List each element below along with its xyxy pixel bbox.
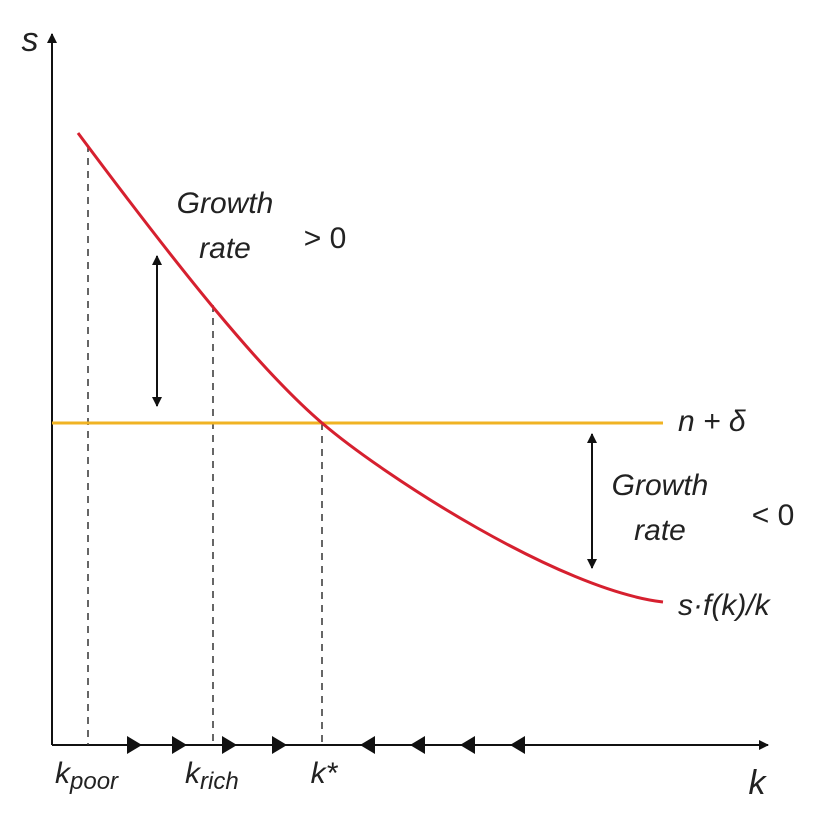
curve-label: n + δ <box>678 405 746 438</box>
guide-lines <box>87 145 323 745</box>
convergence-arrows <box>127 736 525 754</box>
marker-base: k <box>185 757 202 790</box>
y-axis-label: s <box>22 21 39 59</box>
x-marker-label: kpoor <box>55 757 119 795</box>
x-marker-label: krich <box>185 757 239 795</box>
annotation: Growth <box>612 469 709 502</box>
marker-sub: poor <box>69 768 119 795</box>
annotation: > 0 <box>304 222 347 255</box>
annotation: rate <box>634 514 686 547</box>
curve-label: s·f(k)/k <box>678 589 772 622</box>
marker-sub: rich <box>200 768 239 795</box>
marker-base: k <box>55 757 72 790</box>
annotation: Growth <box>177 187 274 220</box>
annotation: rate <box>199 232 251 265</box>
savings-curve <box>76 132 664 604</box>
annotation: < 0 <box>752 499 795 532</box>
x-marker-label: k* <box>311 757 339 790</box>
x-axis-label: k <box>749 764 768 802</box>
